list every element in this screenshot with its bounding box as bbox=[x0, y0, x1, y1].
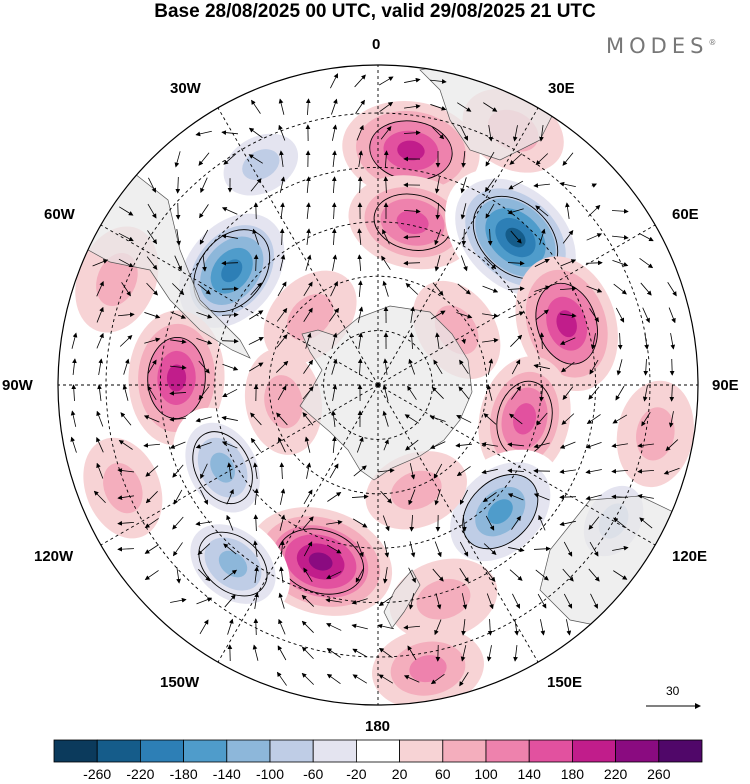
lon-label-150w: 150W bbox=[160, 674, 199, 691]
colorbar-tick-label: 220 bbox=[604, 766, 627, 782]
colorbar-tick-label: -140 bbox=[213, 766, 241, 782]
south-pole bbox=[376, 383, 380, 387]
lon-label-60w: 60W bbox=[44, 206, 75, 223]
colorbar-swatch bbox=[529, 740, 572, 762]
lon-label-120w: 120W bbox=[34, 548, 73, 565]
colorbar-ticks: -260 -220 -180 -140 -100 -60 -20 20 60 100 140 180 2… bbox=[0, 766, 750, 784]
colorbar-tick-label: 180 bbox=[561, 766, 584, 782]
colorbar-tick-label: -20 bbox=[346, 766, 366, 782]
lon-label-60e: 60E bbox=[672, 206, 699, 223]
lon-label-90w: 90W bbox=[2, 377, 33, 394]
colorbar-swatch bbox=[616, 740, 659, 762]
colorbar-tick-label: -100 bbox=[256, 766, 284, 782]
colorbar bbox=[54, 740, 702, 762]
colorbar-swatch bbox=[140, 740, 183, 762]
colorbar-swatch bbox=[313, 740, 356, 762]
colorbar-tick-label: 60 bbox=[435, 766, 451, 782]
lon-label-90e: 90E bbox=[712, 377, 739, 394]
colorbar-swatch bbox=[572, 740, 615, 762]
colorbar-tick-label: -260 bbox=[83, 766, 111, 782]
colorbar-swatch bbox=[486, 740, 529, 762]
colorbar-tick-label: -60 bbox=[303, 766, 323, 782]
colorbar-swatch bbox=[97, 740, 140, 762]
colorbar-swatch bbox=[54, 740, 97, 762]
colorbar-tick-label: 20 bbox=[392, 766, 408, 782]
colorbar-swatch bbox=[659, 740, 702, 762]
wind-vector bbox=[256, 619, 257, 635]
colorbar-tick-label: -220 bbox=[126, 766, 154, 782]
colorbar-tick-label: 260 bbox=[647, 766, 670, 782]
vector-scale-label: 30 bbox=[666, 684, 679, 698]
lon-label-30w: 30W bbox=[170, 80, 201, 97]
colorbar-tick-label: 140 bbox=[518, 766, 541, 782]
colorbar-tick-label: 100 bbox=[474, 766, 497, 782]
colorbar-swatch bbox=[184, 740, 227, 762]
lon-label-120e: 120E bbox=[672, 548, 707, 565]
colorbar-swatch bbox=[443, 740, 486, 762]
colorbar-tick-label: -180 bbox=[170, 766, 198, 782]
colorbar-swatch bbox=[400, 740, 443, 762]
lon-label-30e: 30E bbox=[548, 80, 575, 97]
colorbar-swatch bbox=[356, 740, 399, 762]
colorbar-swatch bbox=[270, 740, 313, 762]
colorbar-swatch bbox=[227, 740, 270, 762]
lon-label-0: 0 bbox=[372, 36, 380, 53]
lon-label-180: 180 bbox=[365, 718, 390, 735]
lon-label-150e-text: 150E bbox=[547, 674, 582, 691]
